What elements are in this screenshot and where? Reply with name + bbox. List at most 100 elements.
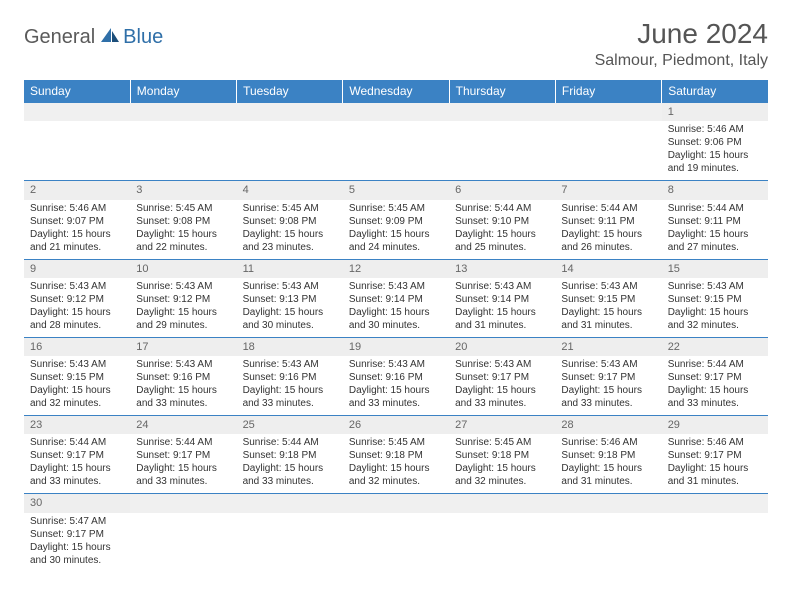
cell-line: Sunset: 9:11 PM <box>668 215 762 228</box>
cell-line: Daylight: 15 hours <box>668 149 762 162</box>
day-detail-cell <box>237 121 343 181</box>
cell-line: Sunrise: 5:45 AM <box>136 202 230 215</box>
cell-line: and 30 minutes. <box>349 319 443 332</box>
cell-line: Daylight: 15 hours <box>561 228 655 241</box>
cell-line: Sunset: 9:18 PM <box>349 449 443 462</box>
cell-line: and 33 minutes. <box>243 475 337 488</box>
day-detail-cell <box>130 513 236 572</box>
cell-line: Daylight: 15 hours <box>455 384 549 397</box>
daynum-row: 23242526272829 <box>24 416 768 435</box>
calendar-table: SundayMondayTuesdayWednesdayThursdayFrid… <box>24 80 768 572</box>
cell-line: and 30 minutes. <box>243 319 337 332</box>
cell-line: Sunset: 9:17 PM <box>30 449 124 462</box>
day-detail-cell: Sunrise: 5:46 AMSunset: 9:17 PMDaylight:… <box>662 434 768 494</box>
cell-line: Sunset: 9:11 PM <box>561 215 655 228</box>
day-number-cell: 28 <box>555 416 661 435</box>
cell-line: Sunset: 9:17 PM <box>668 371 762 384</box>
day-detail-cell: Sunrise: 5:44 AMSunset: 9:17 PMDaylight:… <box>662 356 768 416</box>
cell-line: Daylight: 15 hours <box>455 306 549 319</box>
cell-line: Sunset: 9:08 PM <box>243 215 337 228</box>
day-detail-cell: Sunrise: 5:43 AMSunset: 9:16 PMDaylight:… <box>343 356 449 416</box>
cell-line: Sunrise: 5:43 AM <box>561 280 655 293</box>
cell-line: Sunset: 9:16 PM <box>243 371 337 384</box>
day-detail-cell: Sunrise: 5:46 AMSunset: 9:18 PMDaylight:… <box>555 434 661 494</box>
cell-line: Daylight: 15 hours <box>455 228 549 241</box>
day-number-cell: 9 <box>24 259 130 278</box>
day-detail-cell: Sunrise: 5:43 AMSunset: 9:15 PMDaylight:… <box>662 278 768 338</box>
cell-line: Daylight: 15 hours <box>30 384 124 397</box>
cell-line: Daylight: 15 hours <box>561 306 655 319</box>
day-number-cell: 21 <box>555 337 661 356</box>
cell-line: and 33 minutes. <box>668 397 762 410</box>
day-detail-cell: Sunrise: 5:45 AMSunset: 9:08 PMDaylight:… <box>237 200 343 260</box>
day-number-cell: 10 <box>130 259 236 278</box>
cell-line: Sunrise: 5:44 AM <box>455 202 549 215</box>
cell-line: Sunrise: 5:47 AM <box>30 515 124 528</box>
cell-line: Sunrise: 5:44 AM <box>668 358 762 371</box>
cell-line: Sunset: 9:18 PM <box>455 449 549 462</box>
cell-line: and 28 minutes. <box>30 319 124 332</box>
day-number-cell: 4 <box>237 181 343 200</box>
cell-line: and 33 minutes. <box>349 397 443 410</box>
cell-line: Sunset: 9:18 PM <box>561 449 655 462</box>
day-number-cell <box>24 103 130 122</box>
cell-line: and 27 minutes. <box>668 241 762 254</box>
sail-icon <box>99 26 121 49</box>
day-detail-cell: Sunrise: 5:43 AMSunset: 9:17 PMDaylight:… <box>449 356 555 416</box>
cell-line: Daylight: 15 hours <box>136 462 230 475</box>
day-number-cell: 8 <box>662 181 768 200</box>
cell-line: Sunrise: 5:43 AM <box>243 280 337 293</box>
day-detail-cell <box>24 121 130 181</box>
day-detail-cell: Sunrise: 5:45 AMSunset: 9:18 PMDaylight:… <box>343 434 449 494</box>
brand-text-2: Blue <box>123 26 163 49</box>
day-detail-cell: Sunrise: 5:45 AMSunset: 9:18 PMDaylight:… <box>449 434 555 494</box>
weekday-header: Tuesday <box>237 80 343 103</box>
day-detail-cell: Sunrise: 5:43 AMSunset: 9:15 PMDaylight:… <box>24 356 130 416</box>
cell-line: Sunrise: 5:43 AM <box>455 280 549 293</box>
day-number-cell: 3 <box>130 181 236 200</box>
daynum-row: 9101112131415 <box>24 259 768 278</box>
day-detail-cell <box>449 121 555 181</box>
cell-line: and 23 minutes. <box>243 241 337 254</box>
cell-line: Daylight: 15 hours <box>30 306 124 319</box>
weekday-header: Friday <box>555 80 661 103</box>
cell-line: and 33 minutes. <box>30 475 124 488</box>
cell-line: Sunrise: 5:45 AM <box>349 436 443 449</box>
day-detail-cell: Sunrise: 5:43 AMSunset: 9:17 PMDaylight:… <box>555 356 661 416</box>
day-number-cell <box>343 494 449 513</box>
cell-line: Sunset: 9:18 PM <box>243 449 337 462</box>
cell-line: Sunset: 9:15 PM <box>561 293 655 306</box>
cell-line: and 32 minutes. <box>30 397 124 410</box>
cell-line: and 31 minutes. <box>668 475 762 488</box>
day-detail-cell: Sunrise: 5:44 AMSunset: 9:17 PMDaylight:… <box>130 434 236 494</box>
cell-line: and 33 minutes. <box>136 475 230 488</box>
cell-line: Daylight: 15 hours <box>243 462 337 475</box>
cell-line: Sunset: 9:08 PM <box>136 215 230 228</box>
cell-line: Sunrise: 5:45 AM <box>455 436 549 449</box>
cell-line: and 32 minutes. <box>349 475 443 488</box>
day-number-cell: 18 <box>237 337 343 356</box>
cell-line: Daylight: 15 hours <box>30 228 124 241</box>
cell-line: Daylight: 15 hours <box>561 462 655 475</box>
brand-logo: General Blue <box>24 18 163 49</box>
cell-line: Sunset: 9:17 PM <box>455 371 549 384</box>
day-detail-cell: Sunrise: 5:45 AMSunset: 9:09 PMDaylight:… <box>343 200 449 260</box>
cell-line: Daylight: 15 hours <box>349 306 443 319</box>
cell-line: Daylight: 15 hours <box>561 384 655 397</box>
daynum-row: 1 <box>24 103 768 122</box>
cell-line: Sunrise: 5:46 AM <box>668 123 762 136</box>
detail-row: Sunrise: 5:43 AMSunset: 9:15 PMDaylight:… <box>24 356 768 416</box>
day-detail-cell: Sunrise: 5:44 AMSunset: 9:17 PMDaylight:… <box>24 434 130 494</box>
cell-line: Sunset: 9:14 PM <box>455 293 549 306</box>
day-number-cell: 12 <box>343 259 449 278</box>
day-number-cell: 19 <box>343 337 449 356</box>
brand-text-1: General <box>24 26 95 49</box>
cell-line: Daylight: 15 hours <box>349 228 443 241</box>
day-detail-cell <box>555 121 661 181</box>
day-detail-cell: Sunrise: 5:44 AMSunset: 9:10 PMDaylight:… <box>449 200 555 260</box>
cell-line: and 33 minutes. <box>561 397 655 410</box>
day-number-cell <box>449 494 555 513</box>
cell-line: Sunset: 9:15 PM <box>668 293 762 306</box>
day-number-cell <box>237 494 343 513</box>
cell-line: Daylight: 15 hours <box>136 306 230 319</box>
